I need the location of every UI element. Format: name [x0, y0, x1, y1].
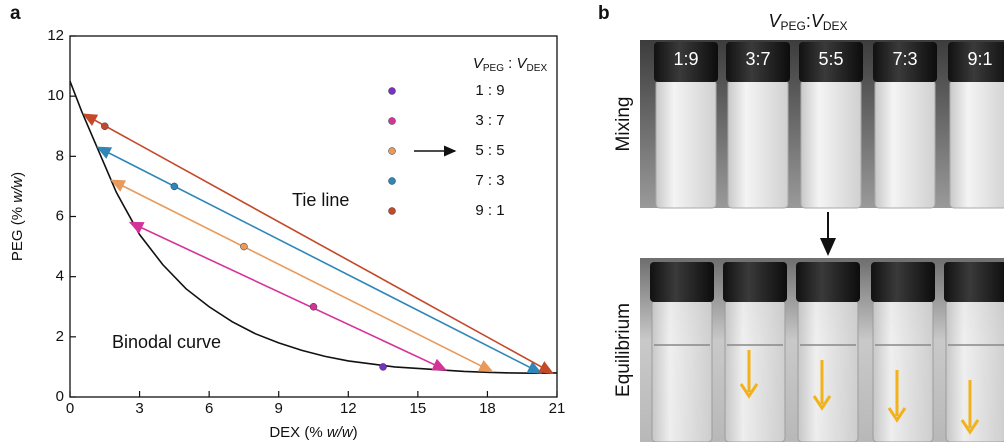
title-part: PEG — [780, 19, 805, 33]
x-tick-label: 15 — [410, 400, 427, 417]
vial-glass — [949, 79, 1004, 209]
data-point — [101, 122, 109, 130]
legend-marker — [388, 87, 396, 95]
legend-title-part: V — [473, 55, 485, 72]
legend-marker — [388, 177, 396, 185]
legend-label: 5 : 5 — [475, 142, 504, 159]
axis-label: PEG (% w/w) — [9, 172, 26, 261]
data-point — [379, 363, 387, 371]
vial-glass — [655, 79, 717, 209]
legend-title-part: PEG — [483, 63, 504, 74]
y-tick-label: 2 — [56, 328, 64, 345]
x-tick-label: 6 — [205, 400, 213, 417]
vial-label: 1:9 — [673, 49, 698, 69]
title-part: V — [768, 11, 782, 31]
y-tick-label: 0 — [56, 388, 64, 405]
vial-glass — [797, 299, 859, 443]
vial-cap — [944, 262, 1004, 302]
annotation: Tie line — [292, 190, 349, 210]
legend-title-part: V — [517, 55, 529, 72]
vial-cap — [871, 262, 935, 302]
y-tick-label: 10 — [47, 87, 64, 104]
vial-glass — [651, 299, 713, 443]
axis-label-part: w/w — [9, 176, 26, 203]
vial-cap — [726, 42, 790, 82]
panel-label: b — [598, 3, 610, 24]
vial-glass — [872, 299, 934, 443]
legend-marker — [388, 147, 396, 155]
legend-title-part: DEX — [527, 63, 548, 74]
data-point — [309, 303, 318, 311]
y-tick-label: 12 — [47, 27, 64, 44]
y-tick-label: 4 — [56, 268, 64, 285]
vials: 1:9 3:7 5:5 7:3 9:1 — [650, 42, 1004, 443]
interface-arrow-head — [812, 395, 832, 411]
interface-arrow-head — [739, 383, 759, 399]
x-tick-label: 21 — [549, 400, 566, 417]
legend-marker — [388, 207, 396, 215]
title-part: DEX — [823, 19, 848, 33]
x-tick-label: 18 — [479, 400, 496, 417]
x-tick-label: 3 — [135, 400, 143, 417]
legend-title-part: : — [504, 55, 517, 72]
axis-label-part: PEG (% — [9, 203, 26, 261]
vial-cap — [650, 262, 714, 302]
legend-label: 7 : 3 — [475, 172, 504, 189]
axis-label: DEX (% w/w) — [269, 424, 357, 441]
x-tick-label: 0 — [66, 400, 74, 417]
vial-label: 5:5 — [818, 49, 843, 69]
interface-arrow-head — [887, 407, 907, 423]
axis-label-part: ) — [353, 424, 358, 441]
vial-label: 9:1 — [967, 49, 992, 69]
annotation: Binodal curve — [112, 332, 221, 352]
vial-label: 7:3 — [892, 49, 917, 69]
data-point — [240, 242, 248, 251]
axis-label-part: ) — [9, 172, 26, 177]
tie-line — [82, 113, 554, 374]
row-label: Equilibrium — [613, 303, 634, 397]
title-part: V — [811, 11, 825, 31]
vial-cap — [723, 262, 787, 302]
axis-label-part: DEX (% — [269, 424, 327, 441]
title-part: : — [806, 11, 811, 31]
x-tick-label: 9 — [275, 400, 283, 417]
vial-label: 3:7 — [745, 49, 770, 69]
vial-glass — [874, 79, 936, 209]
vial-glass — [945, 299, 1004, 443]
vial-cap — [873, 42, 937, 82]
legend-label: 9 : 1 — [475, 202, 504, 219]
legend-label: 3 : 7 — [475, 112, 504, 129]
data-point — [170, 182, 179, 191]
row-label: Mixing — [613, 97, 634, 152]
panel-title: VPEG:VDEX — [768, 11, 847, 33]
vial-glass — [724, 299, 786, 443]
interface-arrow-head — [960, 419, 980, 435]
vial-glass — [800, 79, 862, 209]
panel-label: a — [10, 3, 21, 24]
legend-label: 1 : 9 — [475, 82, 504, 99]
legend-title: VPEG : VDEX — [473, 55, 548, 74]
y-tick-label: 8 — [56, 147, 64, 164]
x-tick-label: 12 — [340, 400, 357, 417]
vial-cap — [799, 42, 863, 82]
legend-marker — [388, 117, 396, 125]
vial-cap — [654, 42, 718, 82]
vial-cap — [948, 42, 1004, 82]
vial-cap — [796, 262, 860, 302]
y-tick-label: 6 — [56, 207, 64, 224]
vial-glass — [727, 79, 789, 209]
axis-label-part: w/w — [327, 424, 354, 441]
